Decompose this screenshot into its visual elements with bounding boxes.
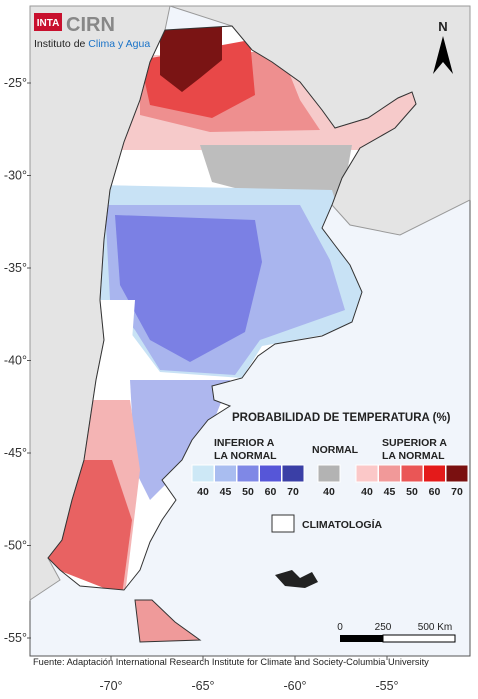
lat-label: -45° [4, 446, 27, 460]
legend-swatch [214, 464, 237, 483]
scale-seg [340, 635, 383, 642]
lat-label: -25° [4, 76, 27, 90]
lat-label: -40° [4, 354, 27, 368]
climatology-swatch [271, 514, 295, 533]
legend-swatch [423, 464, 446, 483]
source: Fuente: Adaptación International Researc… [33, 657, 429, 667]
legend-swatch [191, 464, 215, 483]
legend-swatch [259, 464, 282, 483]
logo-subtitle: Instituto de [34, 38, 86, 50]
lon-labels: -70° -65° -60° -55° [99, 656, 399, 693]
legend-swatch [355, 464, 379, 483]
scale-label: 500 Km [418, 622, 452, 633]
north-label: N [438, 19, 447, 34]
legend-swatch [281, 464, 305, 483]
scale-seg [382, 634, 456, 643]
logo-badge-bg [34, 13, 62, 31]
legend-swatch [317, 464, 341, 483]
lon-label: -55° [375, 679, 398, 693]
scale-label: 0 [337, 622, 343, 633]
legend-level: 50 [242, 486, 254, 498]
logo-name: CIRN [66, 14, 115, 36]
legend-level: 45 [220, 486, 232, 498]
legend-climatology: CLIMATOLOGÍA [302, 518, 383, 531]
legend-swatch [378, 464, 401, 483]
lon-label: -65° [191, 679, 214, 693]
logo-badge: INTA [37, 18, 60, 29]
legend-level: 60 [429, 486, 441, 498]
zone-below-south [130, 380, 230, 500]
legend-level: 45 [384, 486, 396, 498]
lat-label: -30° [4, 169, 27, 183]
lat-label: -50° [4, 539, 27, 553]
legend-below-line2: LA NORMAL [214, 450, 277, 462]
legend-level: 40 [197, 486, 209, 498]
legend-above-line2: LA NORMAL [382, 450, 445, 462]
legend-swatch [445, 464, 469, 483]
legend-level: 70 [287, 486, 299, 498]
legend-swatch [236, 464, 260, 483]
legend-swatch [400, 464, 424, 483]
legend-level: 40 [361, 486, 373, 498]
lon-label: -60° [283, 679, 306, 693]
legend-level: 70 [451, 486, 463, 498]
zone-above-70 [160, 26, 222, 92]
logo-subtitle-highlight: Clima y Agua [88, 38, 150, 50]
legend-swatches: 40 45 50 60 70 40 40 45 50 60 70 [191, 464, 469, 498]
lon-label: -70° [99, 679, 122, 693]
lat-labels: -25° -30° -35° -40° -45° -50° -55° [4, 76, 31, 645]
svg-text:Instituto de Clima y Agua: Instituto de Clima y Agua [34, 38, 150, 50]
argentina-border [47, 25, 417, 591]
legend-level: 50 [406, 486, 418, 498]
legend-level: 60 [265, 486, 277, 498]
legend-normal: NORMAL [312, 444, 359, 456]
legend-above-line1: SUPERIOR A [382, 437, 447, 449]
north-arrow [433, 36, 453, 74]
legend-level: 40 [323, 486, 335, 498]
malvinas [275, 570, 318, 588]
zone-climatology [100, 300, 135, 400]
tierra-del-fuego [134, 599, 202, 643]
legend-below-line1: INFERIOR A [214, 437, 275, 449]
scale-labels: 0 250 500 Km [337, 622, 452, 633]
legend-title: PROBABILIDAD DE TEMPERATURA (%) [232, 412, 451, 424]
zone-below-50 [115, 215, 262, 362]
lat-label: -35° [4, 261, 27, 275]
scale-label: 250 [375, 622, 392, 633]
lat-label: -55° [4, 631, 27, 645]
